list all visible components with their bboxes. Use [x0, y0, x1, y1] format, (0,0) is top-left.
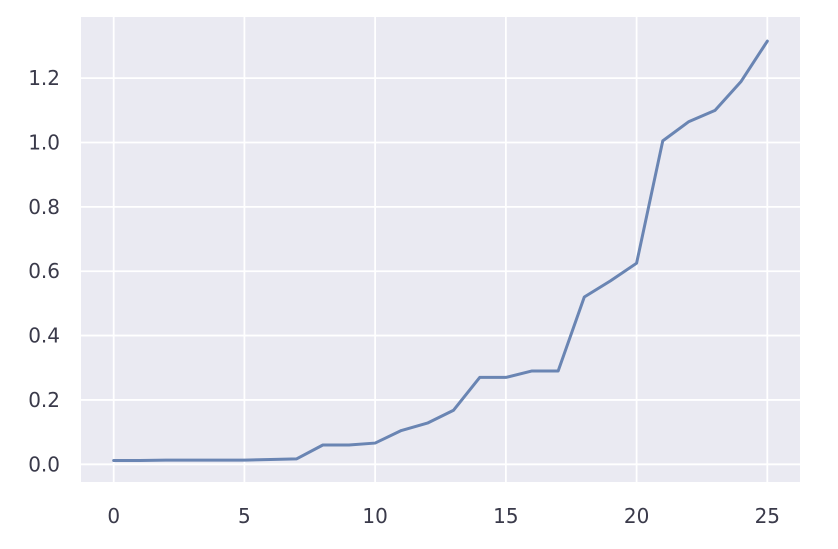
x-tick-label: 10	[362, 504, 387, 528]
y-gridlines	[81, 77, 800, 466]
y-tick-label: 0.6	[28, 259, 60, 283]
x-gridlines	[112, 17, 769, 482]
series-layer	[112, 39, 769, 462]
x-tick-label: 0	[107, 504, 120, 528]
y-tick-label: 0.8	[28, 195, 60, 219]
series-line	[112, 39, 769, 462]
x-tick-label: 25	[755, 504, 780, 528]
x-tick-label: 20	[624, 504, 649, 528]
y-axis-tick-labels: 0.0 0.2 0.4 0.6 0.8 1.0 1.2	[28, 66, 60, 476]
y-tick-label: 0.2	[28, 388, 60, 412]
x-tick-label: 15	[493, 504, 518, 528]
x-axis-tick-labels: 0 5 10 15 20 25	[107, 504, 780, 528]
plot-area-background	[81, 17, 800, 482]
y-tick-label: 1.0	[28, 131, 60, 155]
x-tick-label: 5	[238, 504, 251, 528]
y-tick-label: 1.2	[28, 66, 60, 90]
y-tick-label: 0.4	[28, 324, 60, 348]
y-tick-label: 0.0	[28, 452, 60, 476]
